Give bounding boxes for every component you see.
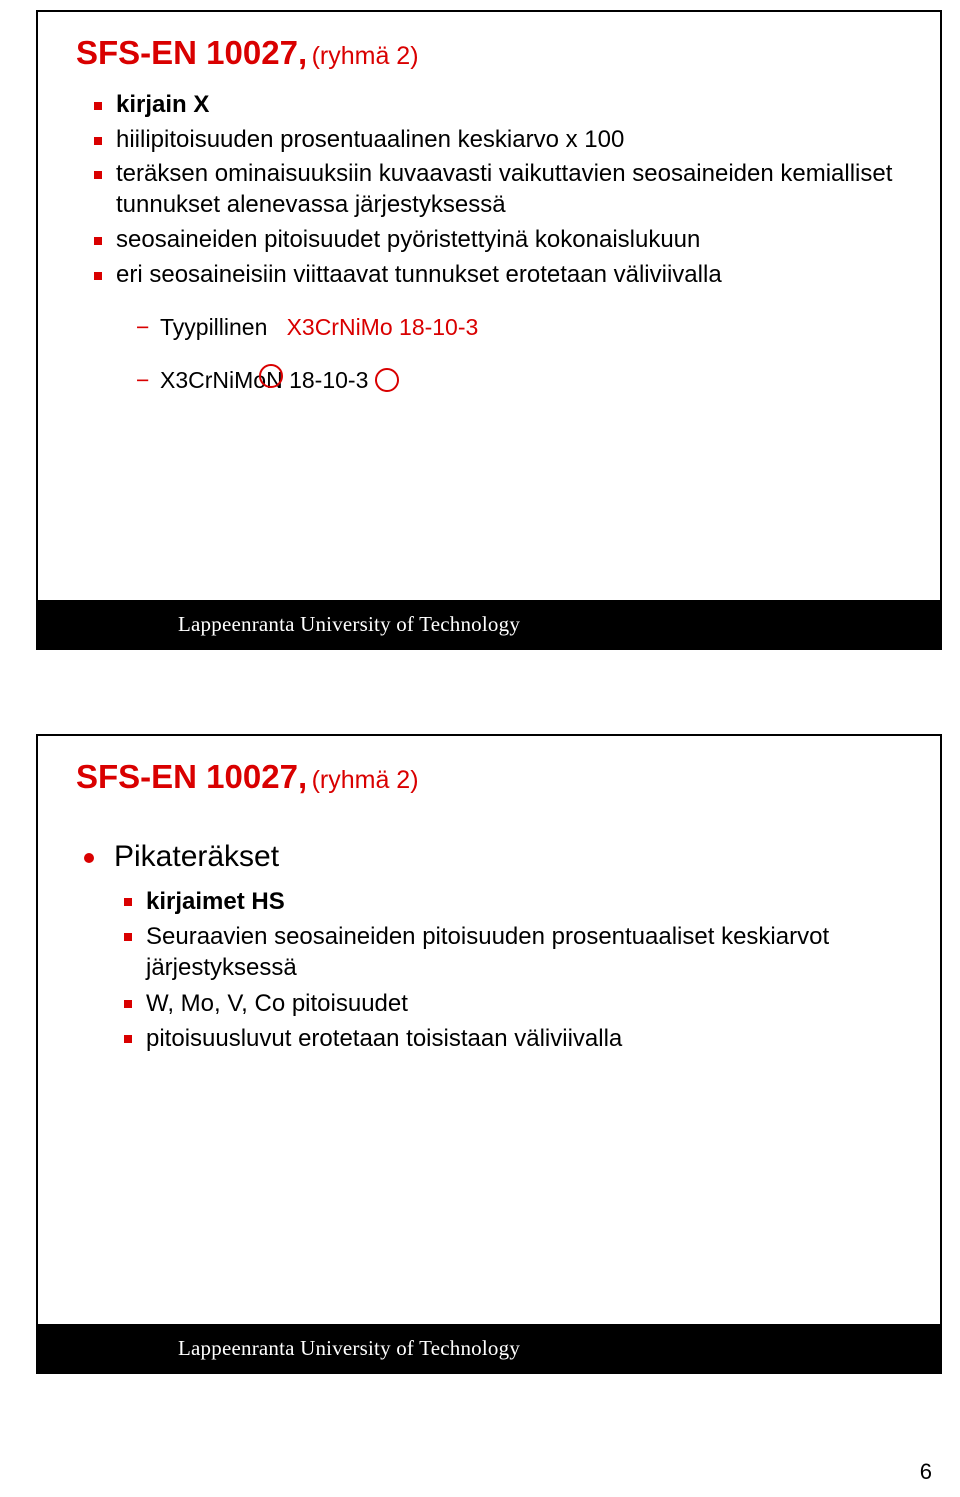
bullet-text: pitoisuusluvut erotetaan toisistaan väli… xyxy=(146,1025,622,1052)
bullet-text: eri seosaineisiin viittaavat tunnukset e… xyxy=(116,261,722,288)
bullet-item: seosaineiden pitoisuudet pyöristettyinä … xyxy=(94,225,902,256)
slide1-sub-bullets: Tyypillinen X3CrNiMo 18-10-3 X3CrNiMoN 1… xyxy=(76,314,902,394)
slide-2: SFS-EN 10027, (ryhmä 2) Pikateräkset kir… xyxy=(36,734,942,1374)
slide2-title: SFS-EN 10027, (ryhmä 2) xyxy=(76,758,902,796)
slide1-bullets: kirjain X hiilipitoisuuden prosentuaalin… xyxy=(76,90,902,290)
bullet-text: Seuraavien seosaineiden pitoisuuden pros… xyxy=(146,923,829,981)
bullet-item: pitoisuusluvut erotetaan toisistaan väli… xyxy=(124,1023,902,1054)
lead-text: Pikateräkset xyxy=(114,840,279,873)
bullet-item: eri seosaineisiin viittaavat tunnukset e… xyxy=(94,260,902,291)
slide2-title-sub: (ryhmä 2) xyxy=(312,766,419,794)
lead-item: Pikateräkset xyxy=(84,840,902,874)
bullet-item: kirjain X xyxy=(94,90,902,121)
bullet-text: W, Mo, V, Co pitoisuudet xyxy=(146,990,408,1017)
bullet-text: seosaineiden pitoisuudet pyöristettyinä … xyxy=(116,226,700,253)
page-container: SFS-EN 10027, (ryhmä 2) kirjain X hiilip… xyxy=(0,0,960,1497)
annotated-example-line: X3CrNiMoN 18-10-3 xyxy=(136,367,902,394)
footer-text: Lappeenranta University of Technology xyxy=(178,612,520,637)
example-code: X3CrNiMo 18-10-3 xyxy=(287,314,479,340)
example-label: Tyypillinen xyxy=(160,314,267,340)
example-line: Tyypillinen X3CrNiMo 18-10-3 xyxy=(136,314,902,341)
bullet-text: kirjain X xyxy=(116,91,209,118)
slide2-title-main: SFS-EN 10027, xyxy=(76,758,307,795)
annotated-prefix: X3CrNiMo xyxy=(160,367,266,393)
bullet-text: hiilipitoisuuden prosentuaalinen keskiar… xyxy=(116,126,624,153)
bullet-text: teräksen ominaisuuksiin kuvaavasti vaiku… xyxy=(116,160,892,218)
bullet-item: kirjaimet HS xyxy=(124,886,902,917)
footer-text: Lappeenranta University of Technology xyxy=(178,1336,520,1361)
bullet-item: W, Mo, V, Co pitoisuudet xyxy=(124,988,902,1019)
annotated-suffix: 18-10-3 xyxy=(289,367,368,393)
slide2-bullets: kirjaimet HS Seuraavien seosaineiden pit… xyxy=(76,886,902,1054)
slide1-title-sub: (ryhmä 2) xyxy=(312,42,419,70)
slide-1: SFS-EN 10027, (ryhmä 2) kirjain X hiilip… xyxy=(36,10,942,650)
bullet-item: hiilipitoisuuden prosentuaalinen keskiar… xyxy=(94,125,902,156)
bullet-item: teräksen ominaisuuksiin kuvaavasti vaiku… xyxy=(94,159,902,220)
circled-n: N xyxy=(266,367,283,394)
slide2-lead: Pikateräkset xyxy=(76,840,902,874)
bullet-text: kirjaimet HS xyxy=(146,888,285,915)
page-number: 6 xyxy=(920,1459,932,1485)
circle-annotation-icon xyxy=(375,368,399,392)
bullet-item: Seuraavien seosaineiden pitoisuuden pros… xyxy=(124,921,902,983)
slide1-title: SFS-EN 10027, (ryhmä 2) xyxy=(76,34,902,72)
slide-footer: Lappeenranta University of Technology xyxy=(38,1324,940,1372)
slide1-title-main: SFS-EN 10027, xyxy=(76,34,307,71)
slide-footer: Lappeenranta University of Technology xyxy=(38,600,940,648)
